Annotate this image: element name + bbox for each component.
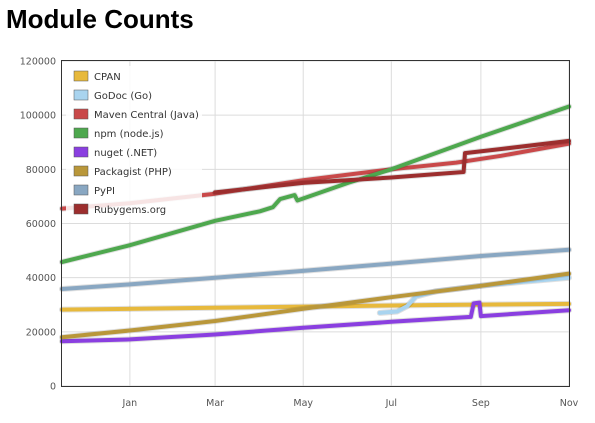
series-line-pypi: [60, 247, 571, 291]
legend: CPAN GoDoc (Go) Maven Central (Java) npm (n…: [66, 66, 202, 222]
legend-label: PyPI: [94, 186, 115, 197]
y-tick-label: 120000: [20, 57, 56, 68]
y-tick-label: 20000: [26, 327, 56, 338]
x-tick-label: May: [293, 398, 313, 409]
legend-label: Maven Central (Java): [94, 110, 199, 121]
legend-label: nuget (.NET): [94, 148, 157, 159]
y-tick-label: 80000: [26, 165, 56, 176]
y-tick-label: 40000: [26, 273, 56, 284]
y-tick-label: 60000: [26, 219, 56, 230]
legend-label: npm (node.js): [94, 129, 164, 140]
legend-box: [66, 66, 202, 222]
legend-swatch: [73, 127, 89, 139]
legend-swatch: [73, 203, 89, 215]
x-tick-label: Jul: [385, 398, 397, 409]
y-axis-ticks: 0 20000 40000 60000 80000 100000 120000: [20, 57, 56, 393]
plot-area-frame: [61, 60, 570, 387]
x-tick-label: Sep: [472, 398, 490, 409]
legend-swatch: [73, 89, 89, 101]
series-line-npm-node-js: [60, 104, 571, 264]
legend-swatch: [73, 165, 89, 177]
series-line-nuget-net: [60, 300, 571, 344]
legend-swatch: [73, 184, 89, 196]
series-line-rubygems-org: [213, 138, 571, 195]
y-tick-label: 100000: [20, 111, 56, 122]
series-lines: [59, 103, 572, 345]
series-line-packagist-php: [60, 271, 571, 340]
x-tick-label: Jan: [122, 398, 138, 409]
x-tick-label: Nov: [560, 398, 579, 409]
y-tick-label: 0: [50, 382, 56, 393]
legend-label: Packagist (PHP): [94, 167, 172, 178]
x-axis-ticks: Jan Mar May Jul Sep Nov: [122, 398, 579, 409]
legend-swatch: [73, 108, 89, 120]
legend-label: GoDoc (Go): [94, 91, 152, 102]
x-tick-label: Mar: [206, 398, 224, 409]
legend-swatch: [73, 70, 89, 82]
legend-swatch: [73, 146, 89, 158]
page-title: Module Counts: [6, 4, 194, 34]
legend-label: CPAN: [94, 72, 121, 83]
legend-label: Rubygems.org: [94, 205, 166, 216]
